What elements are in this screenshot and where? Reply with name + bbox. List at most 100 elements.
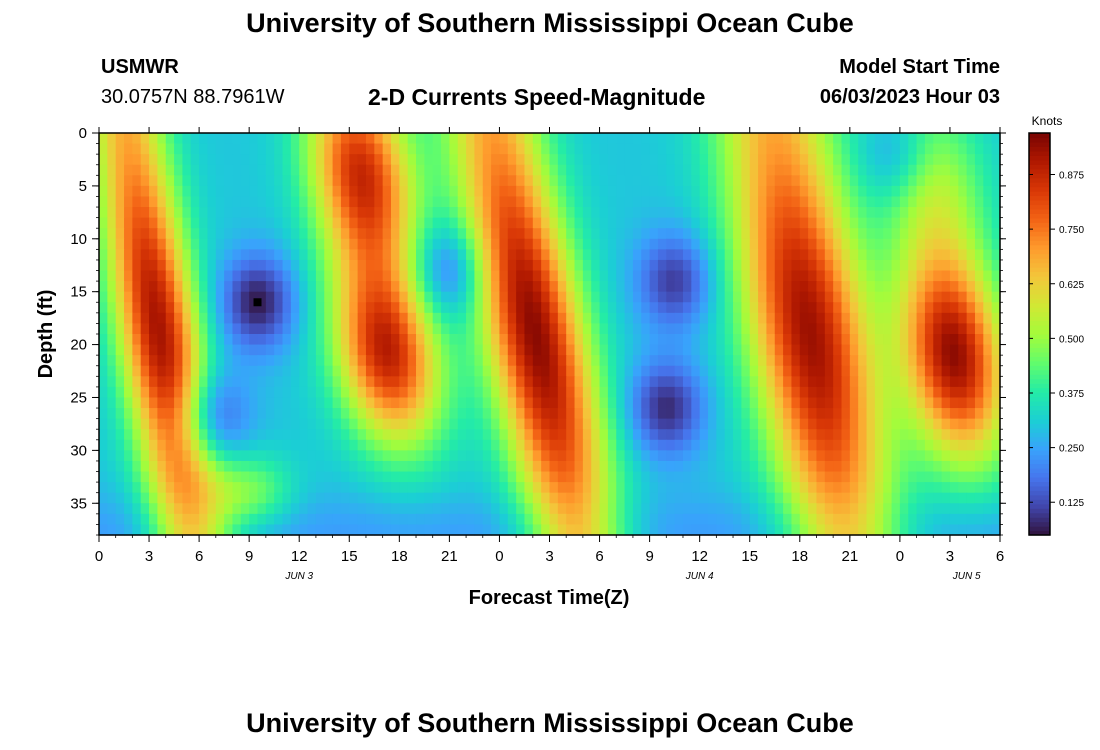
heatmap-cell xyxy=(149,513,158,526)
heatmap-cell xyxy=(507,355,517,367)
heatmap-cell xyxy=(682,513,692,526)
heatmap-cell xyxy=(499,133,509,145)
heatmap-cell xyxy=(157,355,167,367)
heatmap-cell xyxy=(382,334,392,346)
heatmap-cell xyxy=(407,270,417,282)
heatmap-cell xyxy=(899,429,909,441)
heatmap-cell xyxy=(307,281,317,293)
heatmap-cell xyxy=(624,302,634,314)
heatmap-cell xyxy=(507,503,517,515)
heatmap-cell xyxy=(708,344,717,356)
heatmap-cell xyxy=(624,334,634,346)
heatmap-cell xyxy=(457,386,467,399)
heatmap-cell xyxy=(115,450,125,462)
heatmap-cell xyxy=(107,312,117,325)
heatmap-cell xyxy=(265,334,275,346)
heatmap-cell xyxy=(299,365,309,377)
heatmap-cell xyxy=(207,154,217,166)
heatmap-cell xyxy=(624,503,634,515)
heatmap-cell xyxy=(591,513,601,526)
heatmap-cell xyxy=(674,207,684,219)
heatmap-cell xyxy=(499,460,509,473)
heatmap-cell xyxy=(516,302,526,314)
heatmap-cell xyxy=(449,323,459,335)
heatmap-cell xyxy=(324,133,334,145)
heatmap-cell xyxy=(899,450,909,462)
heatmap-cell xyxy=(599,450,609,462)
heatmap-cell xyxy=(299,344,309,356)
heatmap-cell xyxy=(607,408,617,420)
heatmap-cell xyxy=(858,133,868,145)
heatmap-cell xyxy=(215,460,225,473)
heatmap-cell xyxy=(424,143,434,155)
heatmap-cell xyxy=(532,238,542,250)
heatmap-cell xyxy=(866,302,876,314)
heatmap-cell xyxy=(674,408,684,420)
heatmap-cell xyxy=(282,471,292,483)
heatmap-cell xyxy=(207,302,217,314)
heatmap-cell xyxy=(557,513,567,526)
heatmap-cell xyxy=(649,408,659,420)
heatmap-cell xyxy=(182,524,192,536)
heatmap-cell xyxy=(566,302,576,314)
heatmap-cell xyxy=(966,408,976,420)
heatmap-cell xyxy=(149,143,158,155)
heatmap-cell xyxy=(199,249,209,261)
heatmap-cell xyxy=(657,450,667,462)
heatmap-cell xyxy=(574,386,584,399)
heatmap-cell xyxy=(424,270,434,282)
heatmap-cell xyxy=(499,323,509,335)
heatmap-cell xyxy=(382,259,392,272)
heatmap-cell xyxy=(833,513,843,526)
heatmap-cell xyxy=(991,259,1001,272)
heatmap-cell xyxy=(190,143,200,155)
heatmap-cell xyxy=(974,344,984,356)
heatmap-cell xyxy=(382,397,392,409)
heatmap-cell xyxy=(491,365,501,377)
heatmap-cell xyxy=(874,503,884,515)
heatmap-cell xyxy=(908,133,918,145)
heatmap-cell xyxy=(340,376,350,388)
heatmap-cell xyxy=(149,482,158,494)
heatmap-cell xyxy=(974,397,984,409)
heatmap-cell xyxy=(174,238,184,250)
heatmap-cell xyxy=(265,524,275,536)
heatmap-cell xyxy=(149,154,158,166)
heatmap-cell xyxy=(315,450,325,462)
heatmap-cell xyxy=(215,471,225,483)
heatmap-cell xyxy=(682,238,692,250)
heatmap-cell xyxy=(699,143,709,155)
colorbar-swatch xyxy=(1029,409,1050,415)
heatmap-cell xyxy=(549,418,559,430)
heatmap-cell xyxy=(791,312,801,325)
heatmap-cell xyxy=(524,418,534,430)
heatmap-cell xyxy=(624,450,634,462)
heatmap-cell xyxy=(265,164,275,176)
heatmap-cell xyxy=(849,185,859,198)
heatmap-cell xyxy=(541,471,551,483)
heatmap-cell xyxy=(783,334,793,346)
heatmap-cell xyxy=(657,355,667,367)
heatmap-cell xyxy=(240,196,250,208)
x-tick-label: 15 xyxy=(741,548,758,565)
heatmap-cell xyxy=(983,450,993,462)
heatmap-cell xyxy=(949,196,959,208)
heatmap-cell xyxy=(549,228,559,240)
heatmap-cell xyxy=(507,281,517,293)
heatmap-cell xyxy=(808,291,818,303)
heatmap-cell xyxy=(691,270,701,282)
heatmap-cell xyxy=(215,503,225,515)
heatmap-cell xyxy=(849,133,859,145)
heatmap-cell xyxy=(299,207,309,219)
heatmap-cell xyxy=(249,164,259,176)
heatmap-cell xyxy=(232,376,242,388)
heatmap-cell xyxy=(332,302,342,314)
heatmap-cell xyxy=(432,238,442,250)
heatmap-cell xyxy=(524,281,534,293)
heatmap-cell xyxy=(941,207,951,219)
heatmap-cell xyxy=(708,323,717,335)
heatmap-cell xyxy=(716,249,726,261)
heatmap-cell xyxy=(474,408,484,420)
heatmap-cell xyxy=(632,238,642,250)
